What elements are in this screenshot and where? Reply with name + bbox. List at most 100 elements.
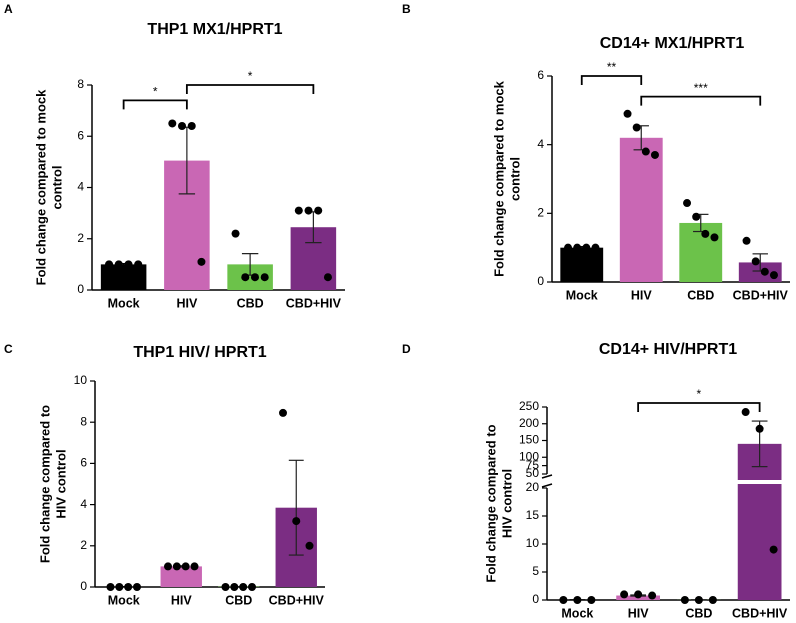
data-point [582, 243, 591, 252]
data-point [573, 243, 582, 252]
data-point [564, 243, 573, 252]
x-tick-label: CBD [687, 288, 714, 302]
data-point [247, 583, 256, 591]
y-tick-label: 100 [519, 449, 539, 463]
panel-label: B [402, 2, 411, 16]
y-tick-label: 4 [77, 180, 84, 194]
bar [737, 443, 782, 600]
data-point [573, 596, 582, 604]
x-tick-label: Mock [108, 296, 140, 310]
axis-gap [736, 480, 783, 484]
data-point [124, 583, 133, 591]
x-tick-label: CBD [685, 606, 712, 620]
y-tick-label: 0 [532, 592, 539, 606]
data-point [105, 260, 114, 269]
data-point [181, 562, 190, 571]
data-point [250, 273, 259, 282]
y-tick-label: 50 [526, 466, 540, 480]
y-tick-label: 5 [532, 564, 539, 578]
data-point [694, 596, 703, 604]
y-axis-label: Fold change compared to mock [491, 80, 506, 277]
data-point [114, 260, 123, 269]
data-point [680, 596, 689, 604]
data-point [197, 257, 206, 266]
significance-bracket [580, 75, 643, 85]
data-point [241, 273, 250, 282]
data-point [634, 590, 643, 599]
y-tick-label: 0 [80, 579, 87, 593]
data-point [591, 243, 600, 252]
data-point [760, 267, 769, 276]
data-point [708, 596, 717, 604]
y-axis-label: control [507, 157, 522, 201]
chart-title: CD14+ HIV/HPRT1 [599, 341, 737, 358]
y-tick-label: 2 [77, 231, 84, 245]
y-tick-label: 150 [519, 433, 539, 447]
chart-title: CD14+ MX1/HPRT1 [600, 35, 745, 52]
y-axis-label: HIV control [499, 469, 514, 538]
data-point [172, 562, 181, 571]
y-tick-label: 0 [537, 274, 544, 288]
data-point [230, 583, 239, 591]
y-tick-label: 75 [526, 458, 540, 472]
data-point [769, 545, 778, 554]
y-tick-label: 15 [526, 508, 540, 522]
significance-label: * [153, 85, 158, 99]
y-tick-label: 4 [537, 137, 544, 151]
data-point [648, 591, 657, 600]
x-tick-label: Mock [108, 593, 140, 607]
y-tick-label: 2 [537, 206, 544, 220]
data-point [755, 424, 764, 433]
axis-break [541, 483, 553, 488]
data-point [164, 562, 173, 571]
data-point [124, 260, 133, 269]
significance-label: *** [694, 81, 708, 95]
significance-label: * [697, 387, 702, 401]
data-point [239, 583, 248, 591]
y-tick-label: 200 [519, 416, 539, 430]
panel-label: D [402, 342, 411, 356]
y-tick-label: 8 [80, 414, 87, 428]
significance-bracket [122, 99, 188, 110]
bar [560, 247, 604, 282]
data-point [231, 229, 240, 238]
x-tick-label: CBD [237, 296, 264, 310]
data-point [314, 206, 323, 215]
data-point [323, 273, 332, 282]
data-point [683, 199, 692, 208]
data-point [168, 119, 177, 128]
chart-title: THP1 HIV/ HPRT1 [133, 344, 266, 361]
data-point [751, 257, 760, 266]
data-point [701, 229, 710, 238]
data-point [260, 273, 269, 282]
x-tick-label: CBD+HIV [269, 593, 325, 607]
panel-label: A [4, 2, 13, 16]
data-point [710, 233, 719, 242]
bar [160, 566, 202, 587]
data-point [304, 206, 313, 215]
data-point [623, 109, 632, 118]
panel-label: C [4, 342, 13, 356]
data-point [106, 583, 115, 591]
data-point [620, 590, 629, 599]
data-point [742, 236, 751, 245]
x-tick-label: CBD+HIV [733, 288, 789, 302]
axis-break [541, 474, 553, 479]
y-axis-label: Fold change compared to mock [33, 89, 48, 286]
x-tick-label: HIV [171, 593, 193, 607]
y-tick-label: 10 [74, 373, 88, 387]
data-point [279, 408, 288, 417]
y-tick-label: 6 [77, 128, 84, 142]
x-tick-label: HIV [176, 296, 198, 310]
x-tick-label: Mock [561, 606, 593, 620]
x-tick-label: HIV [631, 288, 653, 302]
data-point [641, 147, 650, 156]
y-tick-label: 6 [537, 68, 544, 82]
x-tick-label: CBD+HIV [286, 296, 342, 310]
data-point [692, 212, 701, 221]
data-point [294, 206, 303, 215]
bar [679, 222, 723, 282]
y-axis-label: control [49, 165, 64, 209]
data-point [132, 583, 141, 591]
